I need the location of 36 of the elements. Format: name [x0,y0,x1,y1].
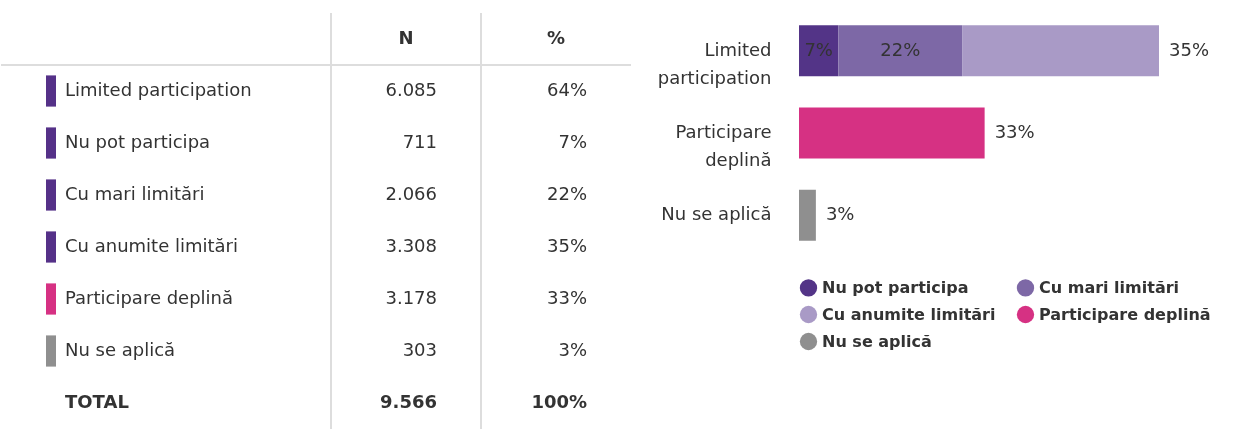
legend-label: Participare deplină [1039,304,1211,324]
category-label: TOTAL [65,391,129,412]
data-label: 100% [531,391,587,412]
data-label: 35% [1169,38,1210,60]
y-tick-label: Participare deplină [675,121,772,170]
data-label: 2.066 [385,183,437,204]
category-label: Nu pot participa [65,131,211,152]
data-label: 711 [402,131,437,152]
category-label: Limited participation [65,79,252,100]
data-label: 303 [402,339,437,360]
legend-label: Cu mari limitări [1039,277,1180,297]
data-label: 64% [546,79,587,100]
category-label: Participare deplină [65,287,234,308]
data-label: 7% [558,131,587,152]
data-label: 3.178 [385,287,437,308]
legend-label: Nu se aplică [822,331,932,351]
y-tick-label: Limited participation [657,38,772,88]
legend-label: N [398,27,414,48]
category-label: Cu mari limitări [65,183,205,204]
data-label: 9.566 [380,391,437,412]
legend-label: Cu anumite limitări [822,304,996,324]
y-tick-label: Nu se aplică [661,203,772,225]
data-label: 22% [546,183,587,204]
data-label: 22% [880,38,921,60]
legend-label: % [546,27,566,48]
data-label: 33% [546,287,587,308]
data-label: 33% [994,121,1035,142]
legend-label: Nu pot participa [822,277,969,297]
category-label: Cu anumite limitări [65,235,238,256]
data-label: 3.308 [385,235,437,256]
data-label: 3% [558,339,587,360]
data-label: 35% [546,235,587,256]
data-label: 7% [804,38,833,60]
data-label: 6.085 [385,79,437,100]
category-label: Nu se aplică [65,339,176,360]
data-label: 3% [825,203,855,225]
